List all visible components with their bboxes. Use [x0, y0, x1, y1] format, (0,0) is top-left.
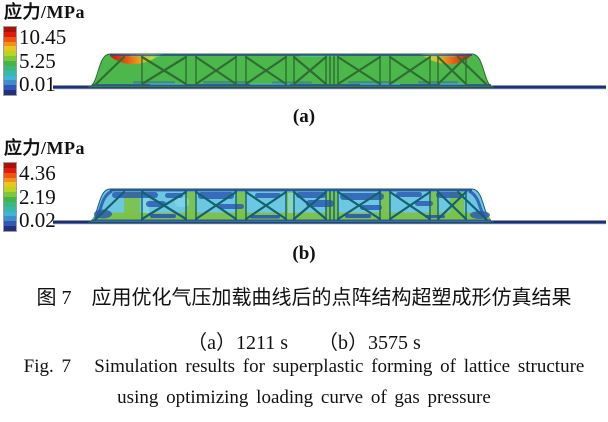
colorbar-segment: [4, 80, 16, 86]
colorbar-segment: [4, 65, 16, 71]
panel-label-a: (a): [292, 106, 316, 127]
tick-min-b: 0.02: [19, 208, 56, 232]
caption-subfigure-times: （a）1211 s （b）3575 s: [187, 332, 421, 354]
colorbar-segment: [4, 41, 16, 47]
colorbar-ticks-b: 4.36 2.19 0.02: [19, 163, 56, 231]
tick-max-b: 4.36: [19, 161, 56, 185]
caption-chinese: 图 7 应用优化气压加载曲线后的点阵结构超塑成形仿真结果: [36, 287, 572, 309]
colorbar-segment: [4, 36, 16, 42]
colorbar-segment: [4, 206, 16, 212]
colorbar-segment: [4, 192, 16, 198]
colorbar-b: [3, 162, 17, 232]
tick-mid-a: 5.25: [19, 48, 56, 73]
colorbar-segment: [4, 226, 16, 232]
legend-title-a: 应力/MPa: [4, 2, 85, 22]
tick-min-a: 0.01: [19, 72, 56, 96]
colorbar-segment: [4, 56, 16, 62]
caption-english-line2: using optimizing loading curve of gas pr…: [117, 387, 491, 408]
colorbar-segment: [4, 46, 16, 52]
colorbar-segment: [4, 27, 16, 32]
caption-english-line1: Fig. 7 Simulation results for superplast…: [23, 356, 585, 377]
contour-plot-a: [53, 53, 606, 90]
legend-a: 应力/MPa 10.45 5.25 0.01: [3, 2, 85, 96]
colorbar-segment: [4, 182, 16, 188]
colorbar-segment: [4, 197, 16, 202]
colorbar-segment: [4, 216, 16, 222]
colorbar-segment: [4, 187, 16, 193]
lattice-braces-a: [93, 55, 489, 87]
colorbar-segment: [4, 163, 16, 168]
colorbar-segment: [4, 211, 16, 217]
colorbar-segment: [4, 85, 16, 91]
colorbar-segment: [4, 51, 16, 57]
colorbar-segment: [4, 172, 16, 178]
panel-b: 应力/MPa 4.36 2.19 0.02 (b): [0, 135, 608, 279]
slope-streak-left-b: [93, 189, 113, 221]
panel-a: 应力/MPa 10.45 5.25 0.01 (a): [0, 0, 608, 134]
colorbar-ticks-a: 10.45 5.25 0.01: [19, 27, 66, 95]
colorbar-segment: [4, 167, 16, 173]
tick-max-a: 10.45: [19, 25, 67, 49]
colorbar-segment: [4, 201, 16, 207]
colorbar-segment: [4, 177, 16, 183]
legend-title-b: 应力/MPa: [4, 138, 85, 158]
tick-mid-b: 2.19: [19, 184, 56, 209]
colorbar-a: [3, 26, 17, 96]
legend-b: 应力/MPa 4.36 2.19 0.02: [3, 138, 85, 232]
panel-label-b: (b): [292, 243, 316, 264]
colorbar-segment: [4, 70, 16, 76]
colorbar-segment: [4, 90, 16, 96]
colorbar-segment: [4, 221, 16, 227]
contour-plot-b: [53, 188, 606, 225]
colorbar-segment: [4, 31, 16, 37]
bottom-stress-streaks-a: [130, 55, 465, 85]
colorbar-segment: [4, 61, 16, 66]
colorbar-segment: [4, 75, 16, 81]
lattice-braces-b: [93, 190, 489, 222]
